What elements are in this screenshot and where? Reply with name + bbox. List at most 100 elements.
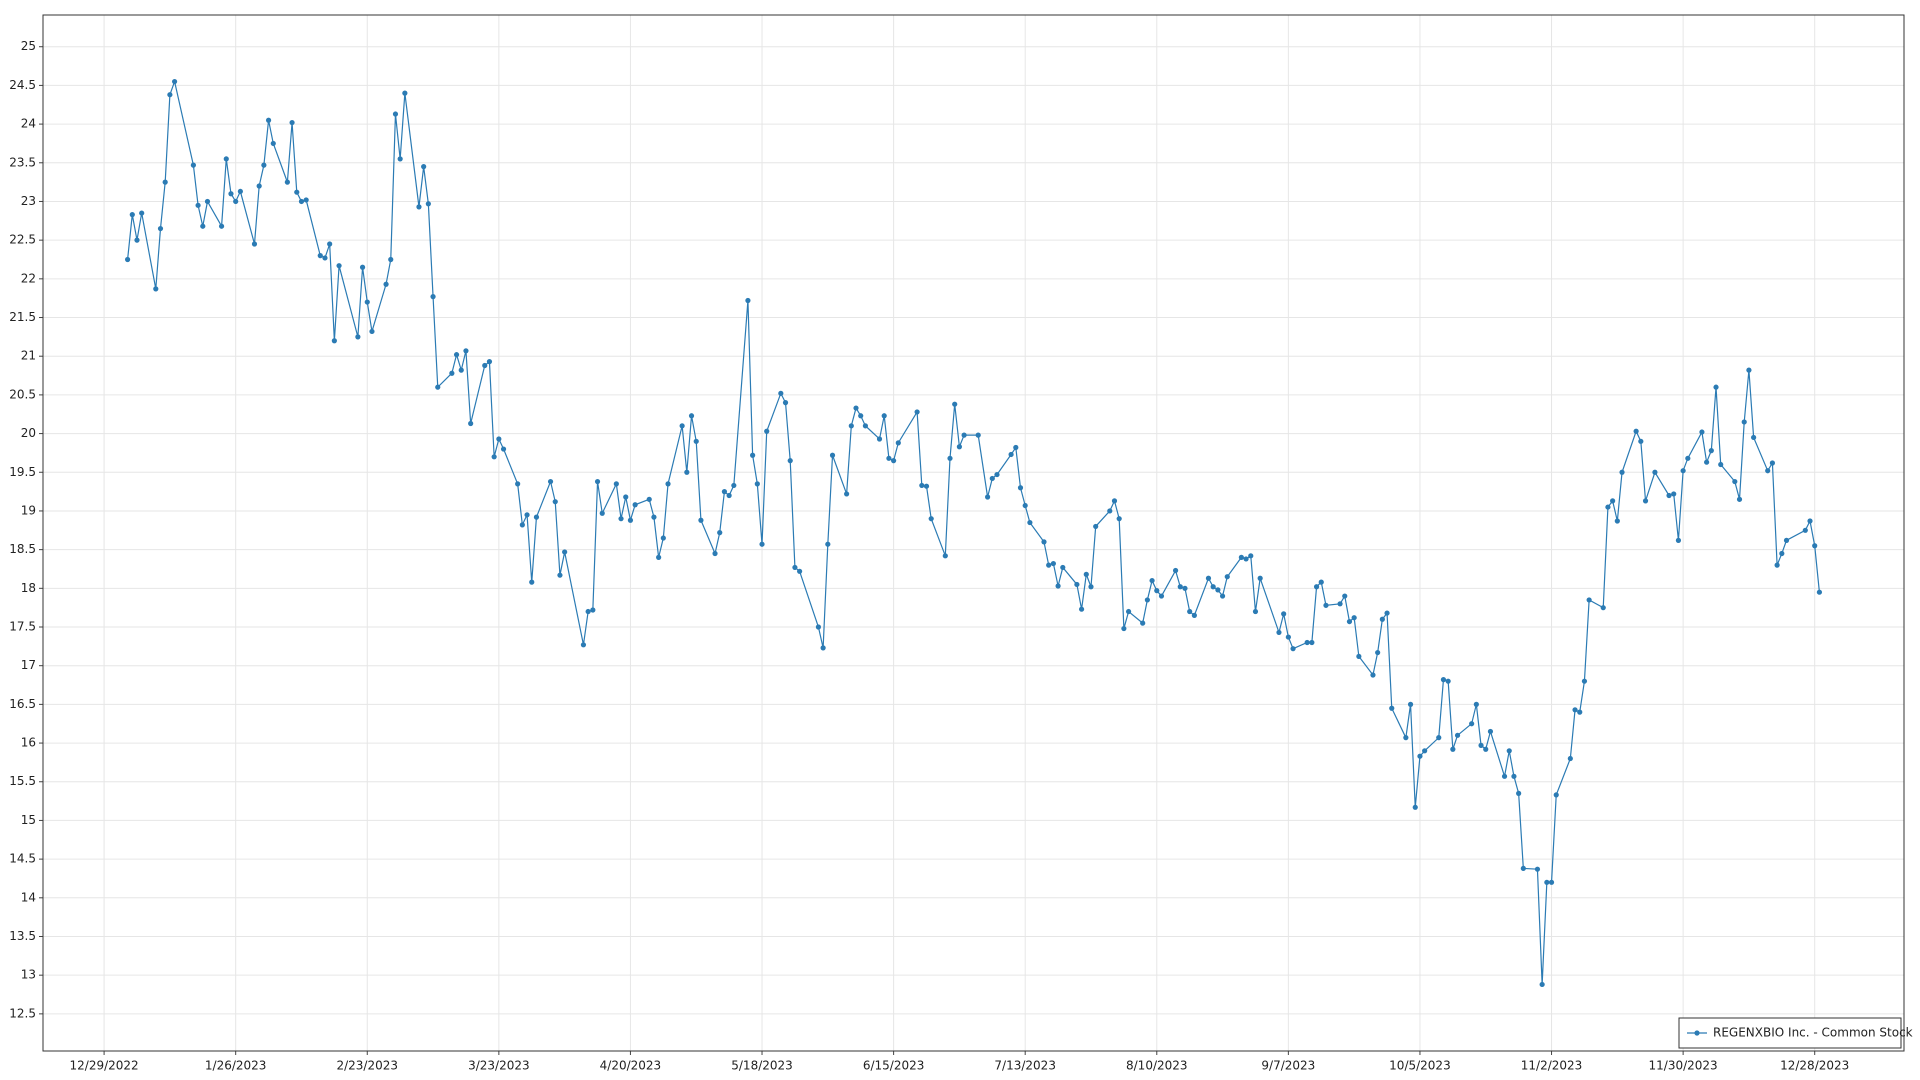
data-point [1384, 610, 1390, 616]
data-point [1093, 523, 1099, 530]
data-point [162, 179, 168, 185]
data-point [1078, 606, 1085, 612]
data-point [1671, 491, 1677, 497]
data-point [585, 608, 591, 615]
data-point [1172, 567, 1179, 574]
data-point [825, 541, 831, 547]
data-point [1276, 629, 1282, 636]
data-point [1685, 455, 1691, 461]
data-point [1337, 601, 1343, 607]
data-point [1816, 589, 1823, 595]
data-point [1257, 575, 1263, 581]
data-point [721, 489, 728, 495]
data-point [124, 256, 131, 263]
data-point [1191, 612, 1197, 619]
data-point [1600, 605, 1606, 611]
data-point [1633, 428, 1639, 434]
data-point [712, 550, 718, 557]
data-point [322, 255, 328, 261]
data-point [1243, 556, 1249, 562]
data-point [815, 624, 822, 630]
data-point [923, 483, 930, 489]
data-point [1478, 742, 1484, 748]
data-point [1642, 498, 1649, 504]
y-tick-label: 20 [21, 426, 36, 440]
data-point [547, 478, 554, 485]
data-point [519, 522, 525, 528]
y-tick-label: 16 [21, 736, 36, 750]
data-point [1802, 527, 1808, 533]
data-point [1422, 748, 1428, 754]
data-point [1074, 581, 1080, 588]
data-point [782, 400, 789, 406]
data-point [1224, 574, 1230, 580]
data-point [171, 78, 178, 85]
data-point [975, 432, 981, 438]
data-point [1774, 562, 1780, 568]
data-point [651, 514, 657, 520]
data-point [1751, 434, 1757, 441]
y-tick-label: 15 [21, 813, 36, 827]
data-point [745, 297, 751, 304]
data-point [1116, 516, 1122, 522]
data-point [190, 162, 196, 168]
y-tick-label: 17.5 [9, 620, 36, 634]
data-point [1534, 866, 1541, 872]
data-point [942, 553, 948, 559]
data-point [1158, 593, 1165, 599]
data-point [881, 413, 887, 419]
x-tick-label: 5/18/2023 [731, 1059, 793, 1073]
data-point [392, 111, 399, 117]
data-point [496, 436, 502, 442]
data-point [1713, 384, 1719, 390]
series-line [126, 79, 1821, 985]
data-point [646, 496, 652, 502]
plot-border [42, 14, 1905, 1052]
y-tick-label: 18 [21, 581, 36, 595]
data-point [1605, 504, 1611, 510]
data-point [1144, 597, 1150, 603]
data-point [218, 223, 225, 229]
data-point [1445, 678, 1451, 684]
data-point [618, 516, 624, 522]
data-point [797, 568, 803, 574]
data-point [627, 517, 634, 523]
data-point [1746, 367, 1752, 373]
data-point [829, 452, 836, 458]
y-tick-label: 22.5 [9, 233, 36, 247]
data-point [1619, 469, 1625, 475]
data-point [1469, 721, 1475, 727]
data-point [961, 432, 967, 438]
data-point [289, 119, 295, 126]
data-point [421, 164, 427, 170]
data-point [453, 352, 460, 358]
data-point [1412, 804, 1418, 810]
data-point [251, 241, 258, 247]
data-point [1323, 602, 1329, 608]
data-point [1520, 865, 1526, 872]
y-tick-label: 22 [21, 271, 36, 285]
data-point [947, 455, 953, 461]
data-point [1017, 485, 1024, 491]
data-point [157, 225, 164, 232]
data-point [1313, 584, 1320, 590]
data-point [317, 253, 323, 259]
data-point [1027, 519, 1033, 526]
data-point [1370, 672, 1376, 678]
data-point [1417, 753, 1423, 759]
y-tick-label: 15.5 [9, 774, 36, 788]
data-point [524, 512, 530, 518]
data-point [994, 471, 1000, 478]
data-point [1450, 746, 1456, 752]
data-point [195, 202, 201, 208]
data-point [1586, 597, 1592, 603]
data-point [139, 210, 145, 216]
data-point [750, 452, 756, 458]
data-point [665, 481, 671, 487]
legend-box [1678, 1017, 1902, 1049]
data-point [430, 294, 436, 300]
data-point [129, 212, 135, 218]
data-point [233, 198, 239, 205]
x-tick-label: 1/26/2023 [205, 1059, 267, 1073]
y-tick-label: 21 [21, 349, 36, 363]
